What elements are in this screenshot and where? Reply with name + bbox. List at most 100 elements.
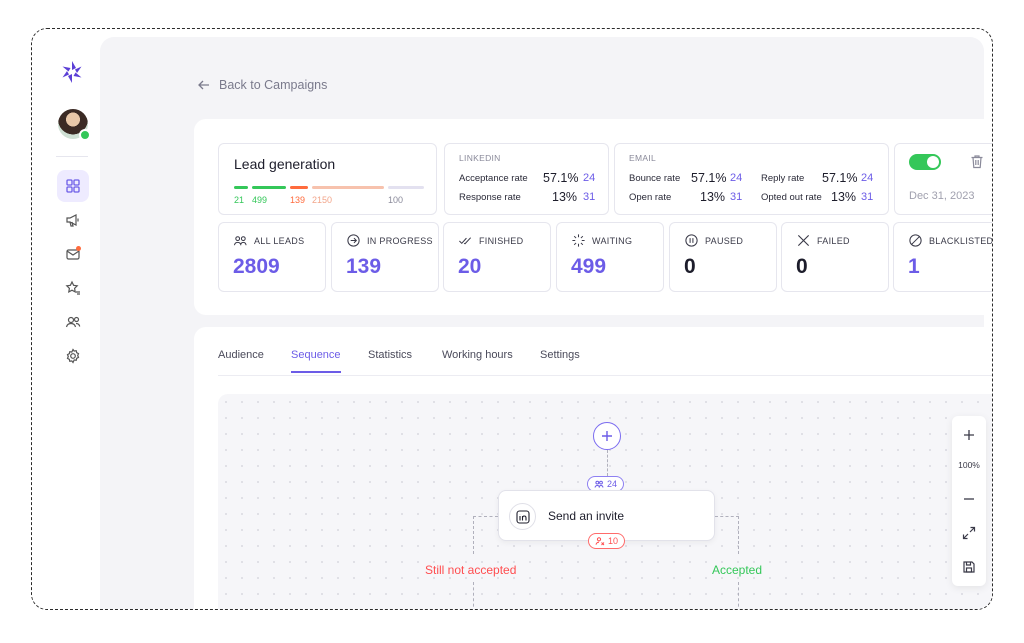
double-check-icon xyxy=(459,237,472,245)
grid-icon xyxy=(66,179,80,193)
sidebar-item-inbox[interactable] xyxy=(57,238,89,270)
plus-icon xyxy=(964,430,974,440)
logo-icon[interactable] xyxy=(59,59,85,85)
email-stats-box: EMAIL Bounce rate 57.1% 24 Open rate 13%… xyxy=(614,143,889,215)
rate-percent: 13% xyxy=(552,190,578,204)
connector-line xyxy=(473,582,474,609)
users-icon xyxy=(594,480,604,488)
arrow-circle-icon xyxy=(347,234,360,247)
linkedin-stats-box: LINKEDIN Acceptance rate 57.1% 24 Respon… xyxy=(444,143,609,215)
sidebar-divider xyxy=(56,156,88,157)
add-step-button[interactable] xyxy=(593,422,621,450)
star-list-icon xyxy=(65,280,80,295)
plus-icon xyxy=(602,431,612,441)
stat-blacklisted[interactable]: BLACKLISTED 1 xyxy=(893,222,993,292)
mail-icon xyxy=(66,249,80,260)
users-icon xyxy=(233,236,247,246)
progress-value: 2150 xyxy=(312,195,333,205)
progress-bar-segment xyxy=(388,186,424,189)
loader-icon xyxy=(572,234,585,247)
save-button[interactable] xyxy=(952,556,986,578)
stat-value: 0 xyxy=(684,255,696,278)
connector-line xyxy=(607,450,608,476)
stat-paused[interactable]: PAUSED 0 xyxy=(669,222,777,292)
users-icon xyxy=(65,316,81,328)
stat-failed[interactable]: FAILED 0 xyxy=(781,222,889,292)
stat-label: IN PROGRESS xyxy=(367,235,433,246)
connector-line xyxy=(738,516,739,554)
stat-value: 139 xyxy=(346,255,382,278)
zoom-level: 100% xyxy=(958,460,980,470)
sidebar xyxy=(32,29,100,609)
stat-all-leads[interactable]: ALL LEADS 2809 xyxy=(218,222,326,292)
tab-bar: Audience Sequence Statistics Working hou… xyxy=(218,349,992,376)
sidebar-item-favorites[interactable] xyxy=(57,272,89,304)
tab-audience[interactable]: Audience xyxy=(218,349,264,361)
avatar[interactable] xyxy=(58,109,91,141)
sidebar-item-contacts[interactable] xyxy=(57,306,89,338)
sequence-card: Audience Sequence Statistics Working hou… xyxy=(194,327,992,609)
email-label: EMAIL xyxy=(629,153,657,163)
save-icon xyxy=(963,561,975,573)
stat-label: FAILED xyxy=(817,235,850,246)
rate-count: 24 xyxy=(861,172,874,184)
sidebar-item-settings[interactable] xyxy=(57,340,89,372)
rate-count: 31 xyxy=(861,191,874,203)
back-label: Back to Campaigns xyxy=(219,78,328,92)
connector-line xyxy=(473,516,474,554)
zoom-controls: 100% xyxy=(952,416,986,586)
online-badge xyxy=(79,129,91,141)
progress-bar-segment xyxy=(312,186,384,189)
campaign-end-date: Dec 31, 2023 xyxy=(909,190,975,202)
rate-percent: 13% xyxy=(831,190,857,204)
tab-sequence[interactable]: Sequence xyxy=(291,349,341,373)
stat-label: ALL LEADS xyxy=(254,235,305,246)
zoom-in-button[interactable] xyxy=(952,424,986,446)
tab-statistics[interactable]: Statistics xyxy=(368,349,413,361)
tab-working-hours[interactable]: Working hours xyxy=(442,349,513,361)
rate-percent: 57.1% xyxy=(691,171,727,185)
branch-accepted-label: Accepted xyxy=(712,563,763,577)
connector-line xyxy=(473,516,498,517)
progress-bar-segment xyxy=(234,186,248,189)
stat-label: FINISHED xyxy=(479,235,524,246)
x-icon xyxy=(797,234,810,247)
connector-line xyxy=(715,516,739,517)
stat-label: PAUSED xyxy=(705,235,744,246)
linkedin-label: LINKEDIN xyxy=(459,153,501,163)
stat-finished[interactable]: FINISHED 20 xyxy=(443,222,551,292)
user-x-icon xyxy=(595,537,605,546)
rate-label: Acceptance rate xyxy=(459,173,528,184)
fit-view-button[interactable] xyxy=(952,522,986,544)
rate-percent: 57.1% xyxy=(543,171,579,185)
rate-count: 31 xyxy=(730,191,743,203)
rate-percent: 57.1% xyxy=(822,171,858,185)
stat-value: 20 xyxy=(458,255,482,278)
connector-line xyxy=(738,582,739,609)
rate-percent: 13% xyxy=(700,190,726,204)
campaign-title-box: Lead generation 21 499 139 2150 100 xyxy=(218,143,437,215)
send-invite-step[interactable]: Send an invite xyxy=(498,490,715,541)
stat-in-progress[interactable]: IN PROGRESS 139 xyxy=(331,222,439,292)
tab-settings[interactable]: Settings xyxy=(540,349,580,361)
sequence-canvas[interactable]: 24 Send an invite 10 Still not accepted xyxy=(218,394,992,609)
gear-icon xyxy=(66,348,80,364)
trash-icon[interactable] xyxy=(970,154,984,169)
stat-label: WAITING xyxy=(592,235,633,246)
pause-icon xyxy=(685,234,698,247)
rate-label: Opted out rate xyxy=(761,192,822,203)
stat-value: 0 xyxy=(796,255,808,278)
entry-count-badge: 24 xyxy=(587,476,625,492)
campaign-summary-card: Lead generation 21 499 139 2150 100 LINK… xyxy=(194,119,993,315)
rate-count: 31 xyxy=(583,191,596,203)
minus-icon xyxy=(964,498,974,500)
sidebar-item-campaigns[interactable] xyxy=(57,204,89,236)
stat-waiting[interactable]: WAITING 499 xyxy=(556,222,664,292)
stat-label: BLACKLISTED xyxy=(929,235,993,246)
back-to-campaigns-link[interactable]: Back to Campaigns xyxy=(197,78,327,92)
campaign-toggle[interactable] xyxy=(909,154,941,170)
sidebar-item-dashboard[interactable] xyxy=(57,170,89,202)
zoom-out-button[interactable] xyxy=(952,488,986,510)
rate-count: 24 xyxy=(730,172,743,184)
step-count: 10 xyxy=(608,536,619,546)
